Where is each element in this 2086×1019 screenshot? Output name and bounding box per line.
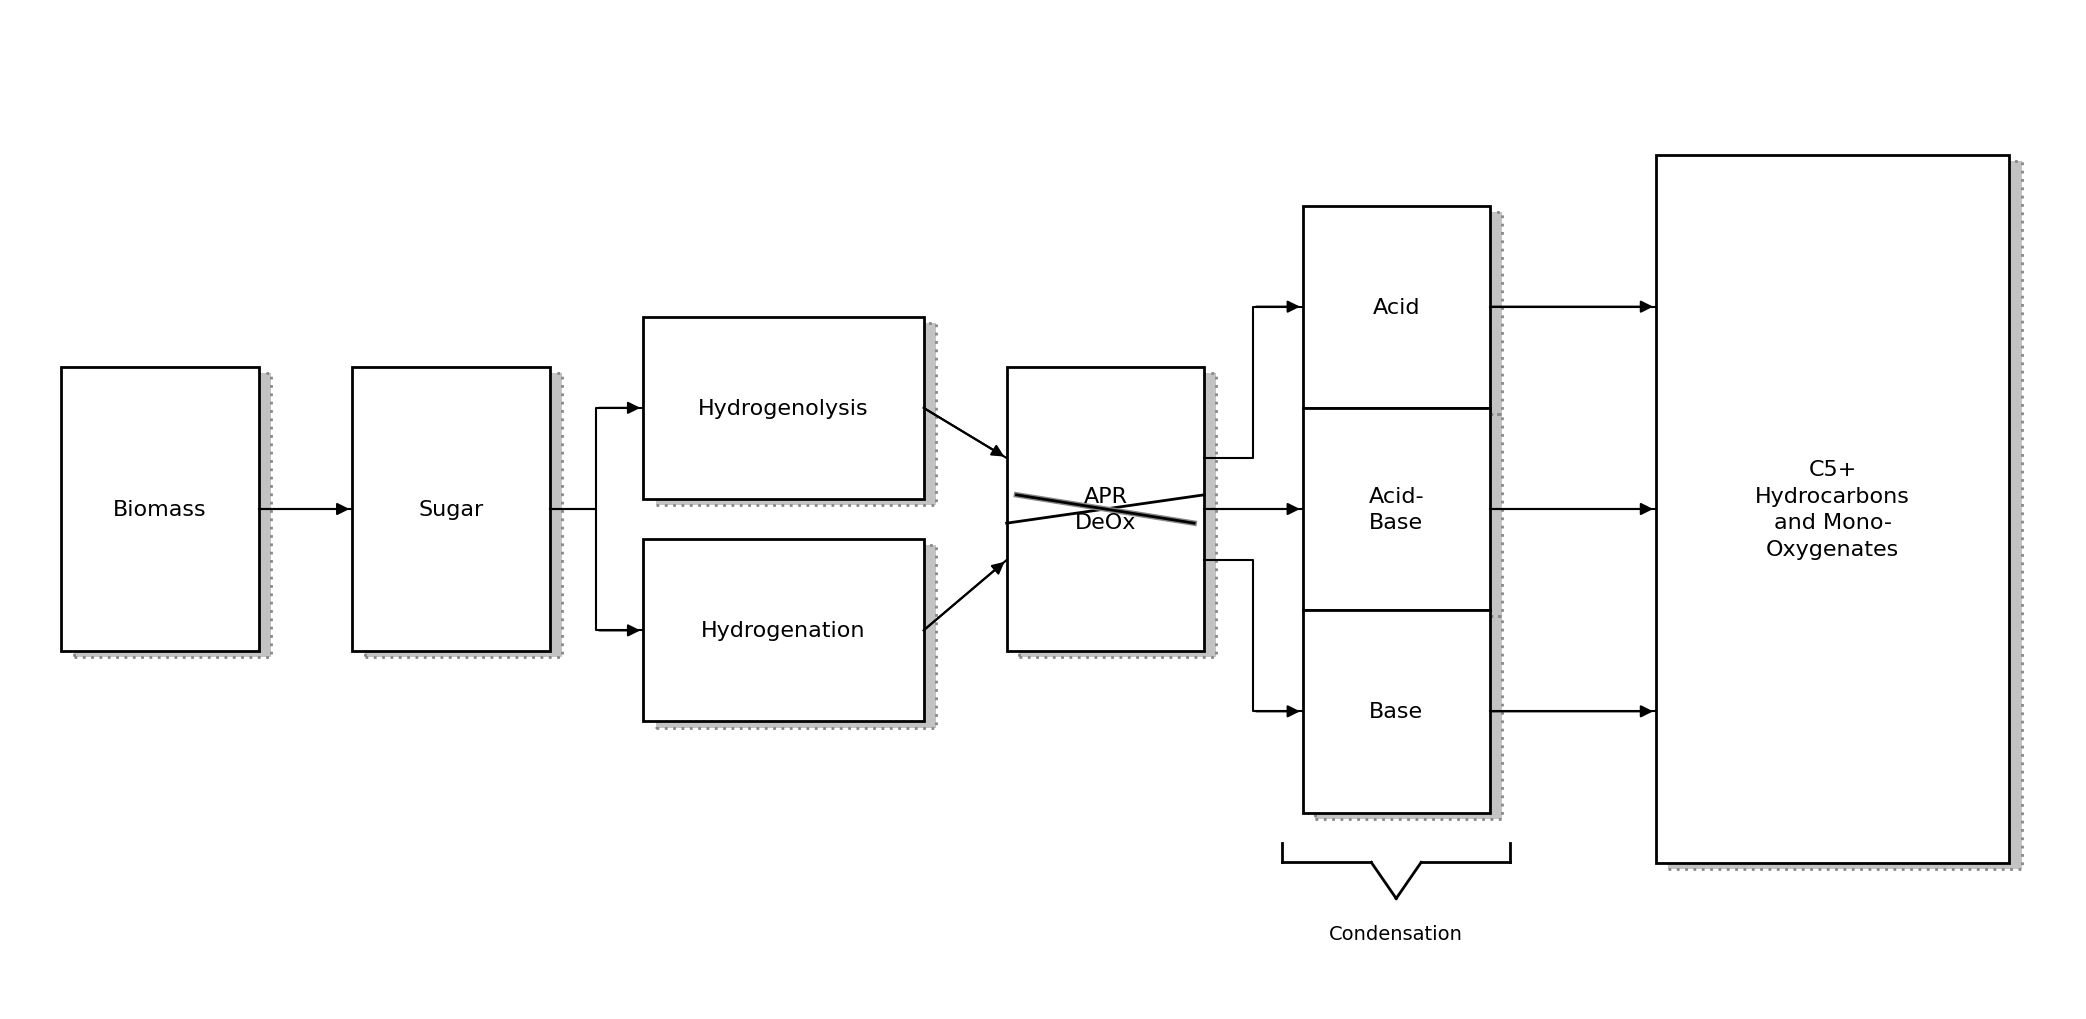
Bar <box>353 368 549 651</box>
Bar <box>60 368 259 651</box>
Text: C5+
Hydrocarbons
and Mono-
Oxygenates: C5+ Hydrocarbons and Mono- Oxygenates <box>1754 460 1911 559</box>
Text: Acid: Acid <box>1373 298 1421 317</box>
Bar <box>1020 374 1216 657</box>
Bar <box>1008 368 1204 651</box>
Bar <box>365 374 561 657</box>
Bar <box>365 374 561 657</box>
Bar <box>1304 206 1489 409</box>
Bar <box>1314 212 1502 415</box>
Bar <box>1656 156 2009 863</box>
Text: Hydrogenation: Hydrogenation <box>701 621 866 641</box>
Bar <box>655 546 937 728</box>
Bar <box>655 324 937 505</box>
Text: Sugar: Sugar <box>417 499 484 520</box>
Bar <box>1314 415 1502 616</box>
Bar <box>655 546 937 728</box>
Bar <box>1669 162 2021 869</box>
Bar <box>642 318 924 499</box>
Bar <box>1314 212 1502 415</box>
Bar <box>1020 374 1216 657</box>
Bar <box>655 324 937 505</box>
Text: Condensation: Condensation <box>1329 924 1462 943</box>
Bar <box>1669 162 2021 869</box>
Text: Acid-
Base: Acid- Base <box>1368 486 1425 533</box>
Bar <box>1314 415 1502 616</box>
Bar <box>1314 616 1502 819</box>
Bar <box>73 374 271 657</box>
Text: APR
DeOx: APR DeOx <box>1074 486 1137 533</box>
Text: Base: Base <box>1368 702 1423 721</box>
Bar <box>1304 409 1489 610</box>
Bar <box>1304 610 1489 813</box>
Text: Hydrogenolysis: Hydrogenolysis <box>699 398 868 419</box>
Bar <box>1314 616 1502 819</box>
Text: Biomass: Biomass <box>113 499 207 520</box>
Bar <box>642 540 924 721</box>
Bar <box>73 374 271 657</box>
